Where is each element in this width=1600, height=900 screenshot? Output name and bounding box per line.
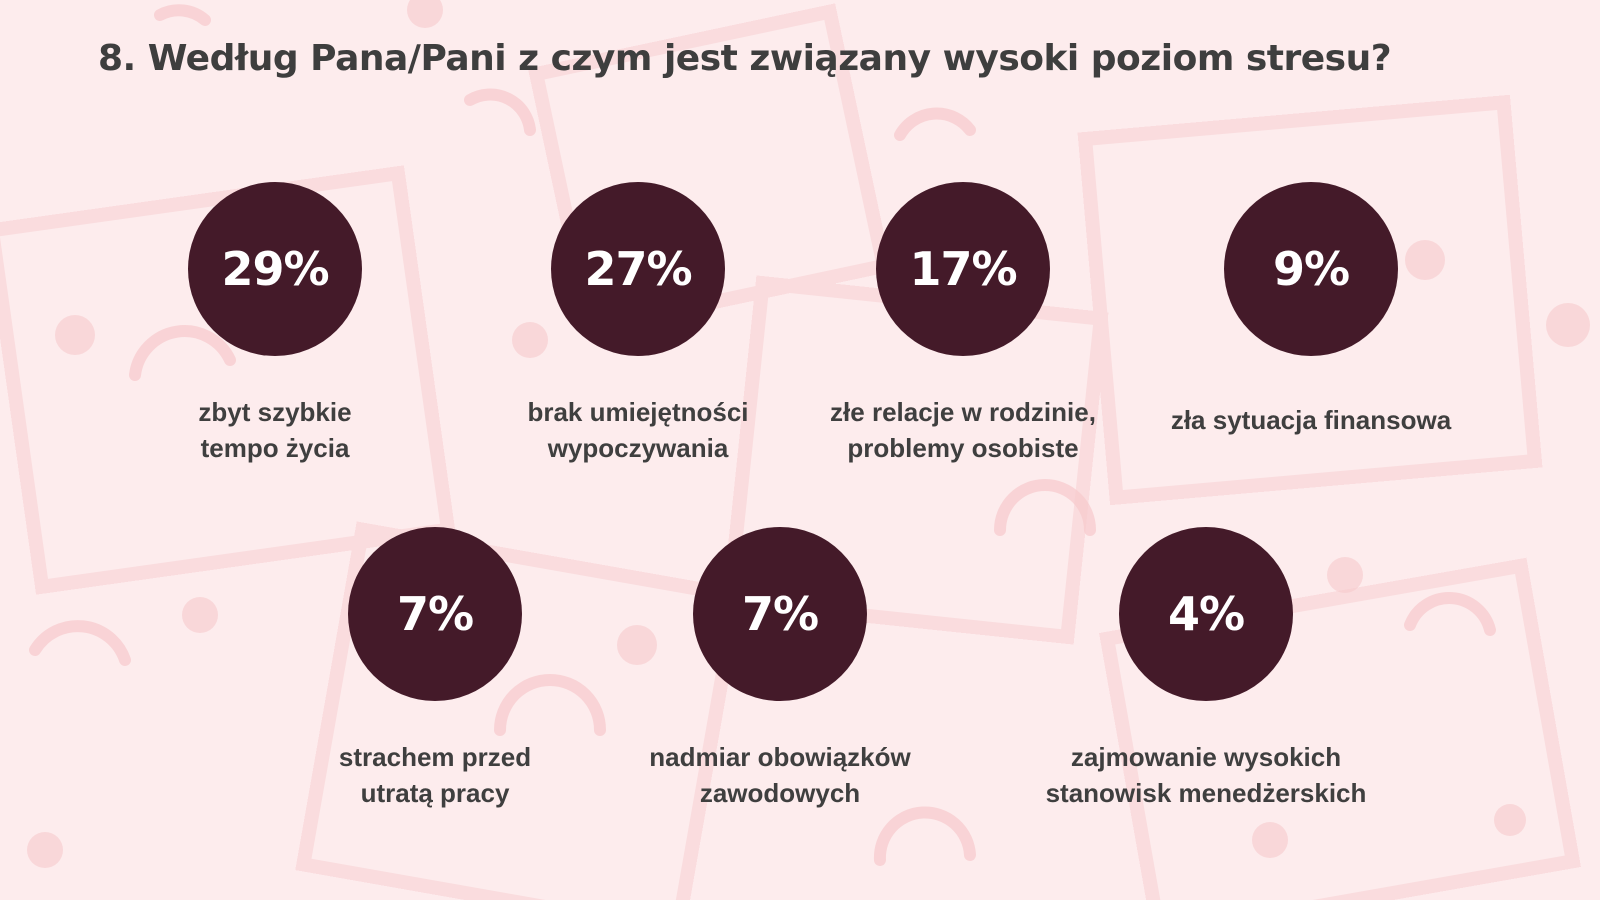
percent-circle: 17% [876,182,1050,356]
stat-label: zła sytuacja finansowa [1131,402,1491,438]
stat-item: 9% zła sytuacja finansowa [1131,182,1491,438]
stat-label: zbyt szybkie tempo życia [95,394,455,466]
percent-value: 7% [741,587,819,641]
stat-label-line: wypoczywania [547,433,729,463]
percent-circle: 27% [551,182,725,356]
percent-value: 29% [221,242,329,296]
stat-label: strachem przed utratą pracy [255,739,615,811]
stat-label: złe relacje w rodzinie, problemy osobiste [783,394,1143,466]
stat-label-line: problemy osobiste [847,433,1079,463]
percent-value: 7% [396,587,474,641]
stat-label: brak umiejętności wypoczywania [458,394,818,466]
stat-item: 29% zbyt szybkie tempo życia [95,182,455,466]
stat-label-line: stanowisk menedżerskich [1045,778,1367,808]
percent-value: 4% [1167,587,1245,641]
stat-label-line: zawodowych [699,778,861,808]
percent-value: 17% [909,242,1017,296]
stat-label-line: zajmowanie wysokich [1070,742,1342,772]
stat-label-line: strachem przed [338,742,532,772]
stat-label-line: tempo życia [200,433,350,463]
percent-value: 9% [1272,242,1350,296]
percent-circle: 9% [1224,182,1398,356]
stat-label: zajmowanie wysokich stanowisk menedżerski… [1026,739,1386,811]
percent-circle: 4% [1119,527,1293,701]
stat-label: nadmiar obowiązków zawodowych [600,739,960,811]
percent-value: 27% [584,242,692,296]
percent-circle: 7% [348,527,522,701]
stat-label-line: utratą pracy [360,778,510,808]
percent-circle: 7% [693,527,867,701]
stat-item: 7% strachem przed utratą pracy [255,527,615,811]
stat-label-line: zła sytuacja finansowa [1170,405,1452,435]
percent-circle: 29% [188,182,362,356]
stat-item: 4% zajmowanie wysokich stanowisk menedżers… [1026,527,1386,811]
stat-item: 17% złe relacje w rodzinie, problemy osobi… [783,182,1143,466]
stat-label-line: złe relacje w rodzinie, [830,397,1096,427]
stat-item: 7% nadmiar obowiązków zawodowych [600,527,960,811]
stat-label-line: zbyt szybkie [198,397,352,427]
stat-label-line: brak umiejętności [527,397,749,427]
stat-label-line: nadmiar obowiązków [649,742,911,772]
page-title: 8. Według Pana/Pani z czym jest związany… [98,38,1392,79]
stat-item: 27% brak umiejętności wypoczywania [458,182,818,466]
